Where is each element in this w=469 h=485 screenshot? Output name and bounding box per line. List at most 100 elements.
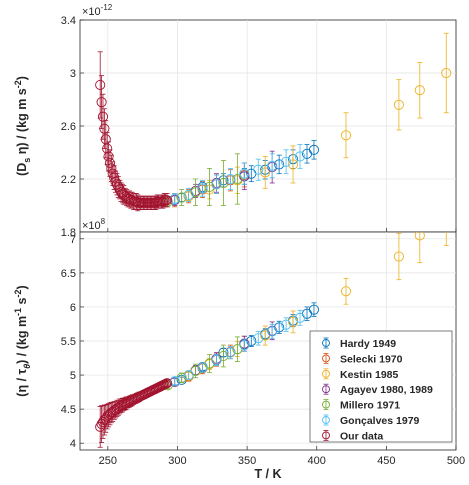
legend-entry: Our data — [322, 429, 383, 442]
data-point — [95, 79, 106, 90]
data-point — [239, 340, 250, 351]
data-point — [308, 144, 320, 155]
x-tick-label: 250 — [99, 455, 117, 467]
data-point — [104, 158, 115, 169]
bottom-y-tick-label: 4.5 — [61, 404, 76, 416]
data-point — [281, 319, 292, 330]
legend-entry: Selecki 1970 — [322, 352, 403, 365]
legend-marker — [322, 400, 330, 409]
top-series — [95, 51, 173, 212]
data-point — [294, 151, 306, 162]
bottom-data-marks — [95, 232, 449, 448]
top-y-tick-label: 2.6 — [61, 121, 76, 133]
data-point — [281, 156, 292, 167]
legend-box — [309, 330, 453, 443]
data-point — [103, 151, 114, 162]
legend-marker — [322, 385, 330, 394]
data-point — [169, 376, 180, 387]
data-point — [211, 355, 222, 366]
data-point — [183, 370, 194, 381]
x-tick-label: 300 — [168, 455, 186, 467]
data-point — [96, 97, 107, 108]
top-y-tick-label: 3 — [70, 68, 76, 80]
legend-label: Millero 1971 — [340, 400, 400, 412]
top-data-marks — [95, 32, 452, 212]
legend-marker — [322, 431, 330, 440]
bottom-clipped-marks — [95, 232, 449, 448]
legend: Hardy 1949 Selecki 1970 Kestin 1985 Agayev … — [309, 330, 453, 443]
x-axis-label: T / K — [254, 467, 281, 481]
data-point — [197, 183, 208, 194]
bottom-y-tick-label: 6.5 — [61, 268, 76, 280]
data-point — [204, 181, 215, 192]
legend-label: Our data — [340, 430, 383, 442]
data-point — [308, 304, 320, 315]
data-point — [161, 378, 173, 389]
top-y-tick-labels: 1.8 2.2 2.6 3 3.4 — [61, 15, 76, 239]
legend-entry: Hardy 1949 — [322, 337, 396, 350]
data-point — [160, 378, 171, 389]
top-y-axis-label: (Ds η) / (kg m s-2) — [13, 76, 32, 176]
data-point — [393, 99, 404, 110]
top-exponent-label: ×10-12 — [82, 3, 113, 18]
data-point — [253, 164, 264, 175]
data-point — [340, 130, 352, 141]
data-point — [232, 173, 243, 185]
data-point — [197, 362, 208, 373]
legend-entry: Gonçalves 1979 — [322, 414, 420, 427]
bottom-y-tick-label: 5.5 — [61, 336, 76, 348]
top-y-tick-label: 1.8 — [61, 227, 76, 239]
data-point — [253, 333, 264, 344]
legend-label: Kestin 1985 — [340, 369, 399, 381]
x-tick-labels: 250 300 350 400 450 500 — [99, 455, 466, 467]
x-tick-label: 350 — [238, 455, 256, 467]
data-point — [106, 163, 117, 174]
data-point — [161, 195, 173, 206]
legend-marker — [322, 369, 330, 378]
bottom-y-tick-label: 6 — [70, 302, 76, 314]
bottom-y-tick-label: 4 — [70, 438, 76, 450]
data-point — [176, 192, 187, 203]
data-point — [267, 326, 278, 337]
bottom-series — [95, 378, 173, 448]
legend-marker — [322, 416, 330, 424]
data-point — [102, 143, 113, 154]
legend-label: Hardy 1949 — [340, 338, 396, 350]
legend-marker — [322, 354, 330, 363]
top-y-tick-label: 3.4 — [61, 15, 76, 27]
legend-entry: Agayev 1980, 1989 — [322, 383, 433, 396]
data-point — [294, 312, 306, 323]
bottom-y-tick-labels: 4 4.5 5 5.5 6 6.5 7 — [61, 234, 76, 450]
data-point — [211, 179, 222, 190]
legend-label: Agayev 1980, 1989 — [340, 384, 433, 396]
bottom-y-axis-label: (η / τθ) / (kg m-1 s-2) — [13, 285, 32, 396]
x-tick-label: 400 — [308, 455, 326, 467]
bottom-exponent-label: ×108 — [82, 217, 106, 232]
bottom-y-tick-label: 5 — [70, 370, 76, 382]
legend-label: Gonçalves 1979 — [340, 415, 420, 427]
data-point — [239, 168, 250, 179]
bottom-y-tick-label: 7 — [70, 234, 76, 246]
legend-entry: Kestin 1985 — [322, 368, 399, 381]
data-point — [274, 159, 285, 170]
data-point — [99, 123, 110, 134]
data-point — [225, 347, 236, 358]
top-panel: 1.8 2.2 2.6 3 3.4 ×10-12 (Ds η) / (kg m s-2) — [13, 3, 457, 239]
top-grid — [80, 19, 457, 233]
data-point — [109, 172, 120, 183]
data-point — [97, 111, 109, 122]
top-y-tick-label: 2.2 — [61, 174, 76, 186]
legend-marker — [322, 339, 330, 347]
data-point — [183, 189, 194, 200]
data-point — [267, 160, 278, 171]
data-point — [225, 173, 236, 185]
x-tick-label: 450 — [377, 455, 395, 467]
top-series — [169, 144, 306, 205]
legend-label: Selecki 1970 — [340, 353, 403, 365]
data-point — [393, 251, 404, 262]
top-clipped-marks — [95, 32, 452, 212]
bottom-series — [169, 309, 306, 387]
data-point — [441, 67, 452, 79]
data-point — [414, 85, 425, 96]
